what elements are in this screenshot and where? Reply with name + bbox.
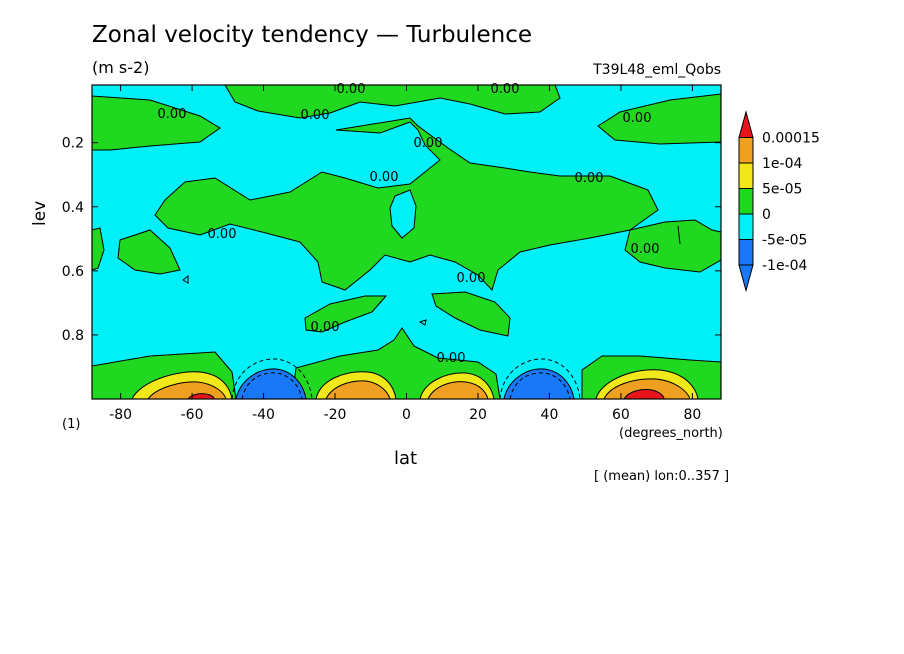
cyan-hole: [389, 189, 417, 239]
y-axis-units: (1): [62, 417, 81, 432]
x-tick-label: -20: [324, 407, 347, 423]
contour-label: 0.00: [414, 136, 443, 151]
x-tick-label: 40: [541, 407, 559, 423]
x-ticks: -80 -60 -40 -20 0 20 40 60 80: [109, 85, 701, 423]
x-tick-label: 80: [683, 407, 701, 423]
colorbar-label: 0.00015: [762, 131, 820, 147]
contour-label: 0.00: [158, 107, 187, 122]
colorbar-swatch: [738, 162, 754, 189]
colorbar-arrow-top: [738, 110, 754, 138]
contour-field: [92, 85, 721, 399]
chart-title: Zonal velocity tendency — Turbulence: [92, 22, 533, 48]
colorbar-swatch: [738, 239, 754, 266]
dashed-contour-south: [231, 358, 313, 399]
y-ticks: 0.2 0.4 0.6 0.8: [62, 136, 721, 344]
orange-region-s-center: [325, 380, 391, 399]
blue-region-south: [235, 368, 307, 399]
chart-units: (m s-2): [92, 58, 150, 77]
colorbar: 0.00015 1e-04 5e-05 0 -5e-05 -1e-04: [738, 110, 820, 293]
contour-tick-right: [677, 225, 681, 245]
contour-label: 0.00: [631, 242, 660, 257]
dashed-contour-north-inner: [509, 372, 571, 399]
colorbar-label: -1e-04: [762, 258, 808, 274]
red-region-ne: [623, 389, 665, 399]
contour-label: 0.00: [311, 320, 340, 335]
colorbar-label: -5e-05: [762, 233, 807, 249]
orange-region-n-center: [427, 381, 489, 399]
colorbar-label: 0: [762, 207, 771, 223]
y-tick-label: 0.8: [62, 328, 84, 344]
green-region-left-mid-blob: [117, 229, 181, 275]
blue-region-north: [503, 368, 575, 399]
x-tick-label: -80: [109, 407, 132, 423]
contour-label: 0.00: [208, 227, 237, 242]
y-tick-label: 0.2: [62, 136, 84, 152]
green-region-left-edge: [92, 227, 105, 271]
x-tick-label: -40: [252, 407, 275, 423]
contour-tick-center: [418, 319, 427, 326]
x-tick-label: 20: [469, 407, 487, 423]
colorbar-swatch: [738, 137, 754, 164]
dashed-contour-north: [499, 358, 581, 399]
green-region-left-upper: [92, 95, 221, 151]
y-tick-label: 0.6: [62, 264, 84, 280]
dashed-contour-south-inner: [241, 372, 303, 399]
x-tick-label: 60: [612, 407, 630, 423]
colorbar-swatch: [738, 188, 754, 215]
x-axis-label: lat: [394, 448, 418, 469]
contour-label: 0.00: [575, 171, 604, 186]
x-tick-label: 0: [402, 407, 411, 423]
green-region-right-mid: [624, 219, 721, 273]
green-region-lower-left-strip: [304, 295, 388, 333]
colorbar-label: 1e-04: [762, 156, 802, 172]
contour-label: 0.00: [457, 271, 486, 286]
colorbar-swatch: [738, 213, 754, 240]
contour-labels: 0.00 0.00 0.00 0.00 0.00 0.00 0.00 0.00 0.00 0.00…: [158, 82, 660, 366]
run-id: T39L48_eml_Qobs: [593, 62, 721, 78]
contour-label: 0.00: [491, 82, 520, 97]
colorbar-arrow-bottom: [738, 264, 754, 293]
green-region-right-upper: [597, 93, 721, 145]
contour-label: 0.00: [623, 111, 652, 126]
contour-label: 0.00: [437, 351, 466, 366]
green-region-top-band: [224, 85, 561, 119]
x-axis-units: (degrees_north): [619, 426, 723, 441]
x-tick-label: -60: [181, 407, 204, 423]
contour-label: 0.00: [370, 170, 399, 185]
colorbar-label: 5e-05: [762, 182, 802, 198]
averaging-note: [ (mean) lon:0..357 ]: [594, 469, 730, 484]
contour-label: 0.00: [337, 82, 366, 97]
contour-label: 0.00: [301, 108, 330, 123]
contour-tick-left: [182, 274, 189, 284]
y-tick-label: 0.4: [62, 200, 84, 216]
green-region-lower-right-strip: [431, 291, 511, 337]
